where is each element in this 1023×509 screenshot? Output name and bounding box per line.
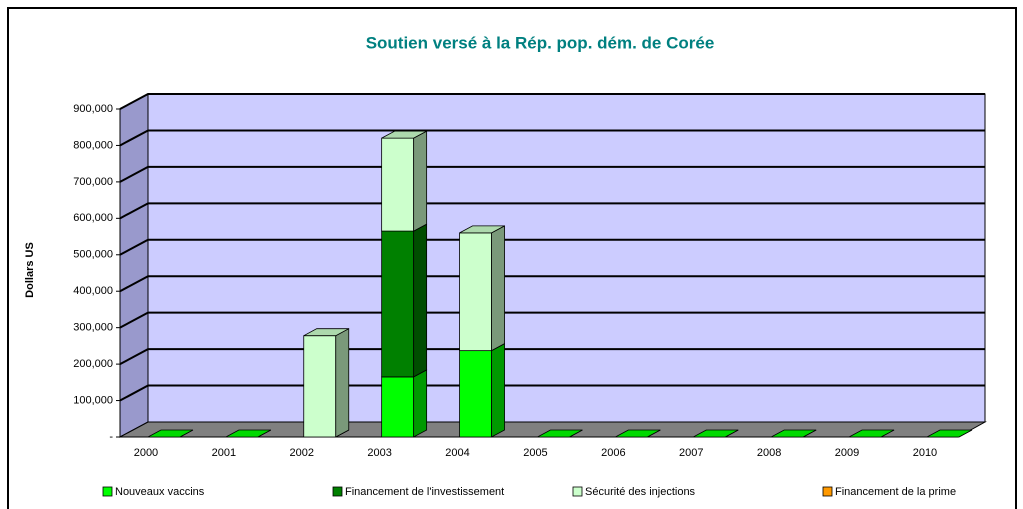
y-tick-label: 300,000: [73, 322, 113, 334]
bar-segment: [147, 429, 194, 438]
legend-swatch: [822, 486, 833, 497]
x-tick-label: 2009: [835, 447, 859, 459]
chart-title: Soutien versé à la Rép. pop. dém. de Cor…: [366, 33, 715, 52]
bar-face: [770, 429, 817, 438]
bar-segment: [926, 429, 973, 438]
bar-segment: [381, 130, 428, 232]
grid-line: [119, 348, 985, 365]
bar-face: [693, 429, 739, 438]
bar-segment: [770, 429, 817, 438]
bar-face: [147, 429, 194, 438]
bar-segment: [225, 429, 272, 438]
x-tick-label: 2000: [134, 447, 158, 459]
grid-line: [119, 275, 985, 293]
grid-line: [119, 165, 985, 183]
bar-face: [848, 429, 895, 438]
legend-label: Nouveaux vaccins: [115, 486, 205, 498]
bar-segment: [381, 369, 428, 438]
bar-face: [459, 232, 492, 352]
grid-line: [119, 311, 985, 329]
x-tick-label: 2004: [445, 447, 469, 459]
bar-face: [926, 429, 973, 438]
bar-face: [381, 130, 427, 139]
legend-swatch: [332, 486, 343, 497]
x-tick-label: 2002: [290, 447, 314, 459]
bar-face: [459, 225, 505, 234]
bar-face: [335, 328, 350, 438]
bar-face: [413, 369, 428, 438]
x-tick-label: 2003: [367, 447, 391, 459]
bar-face: [225, 429, 272, 438]
bar-face: [491, 342, 505, 438]
back-wall: [147, 93, 986, 423]
bar-face: [413, 223, 428, 378]
x-tick-label: 2010: [913, 447, 937, 459]
bar-segment: [615, 429, 661, 438]
legend-label: Financement de la prime: [835, 486, 956, 498]
y-tick-label: -: [109, 431, 113, 443]
bar-face: [381, 376, 415, 438]
bar-segment: [303, 328, 350, 438]
bar-face: [459, 350, 492, 438]
side-wall: [119, 93, 149, 438]
y-tick-label: 400,000: [73, 285, 113, 297]
bar-face: [381, 137, 415, 232]
bar-segment: [459, 342, 505, 438]
legend-swatch: [572, 486, 583, 497]
bar-face: [615, 429, 661, 438]
x-tick-label: 2008: [757, 447, 781, 459]
grid-line: [119, 238, 985, 256]
y-tick-label: 600,000: [73, 212, 113, 224]
bar-segment: [459, 225, 505, 352]
bar-segment: [381, 223, 428, 378]
y-tick-label: 100,000: [73, 394, 113, 406]
grid-line: [119, 384, 985, 402]
x-tick-label: 2005: [523, 447, 547, 459]
grid-line: [119, 202, 985, 220]
legend-label: Sécurité des injections: [585, 486, 696, 498]
bar-segment: [693, 429, 739, 438]
legend-label: Financement de l'investissement: [345, 486, 504, 498]
bar-face: [413, 130, 428, 232]
legend-swatch: [102, 486, 113, 497]
grid-line: [119, 93, 985, 110]
bar-face: [303, 335, 337, 438]
x-tick-label: 2007: [679, 447, 703, 459]
y-axis-label: Dollars US: [24, 242, 36, 298]
bar-face: [303, 328, 349, 337]
x-tick-label: 2006: [601, 447, 625, 459]
bar-face: [381, 230, 415, 378]
y-tick-label: 800,000: [73, 139, 113, 151]
y-tick-label: 900,000: [73, 103, 113, 115]
bar-face: [491, 225, 505, 352]
y-tick-label: 700,000: [73, 176, 113, 188]
bar-segment: [848, 429, 895, 438]
bar-face: [537, 429, 583, 438]
y-tick-label: 500,000: [73, 249, 113, 261]
x-tick-label: 2001: [212, 447, 236, 459]
grid-line: [119, 129, 985, 147]
bar-segment: [537, 429, 583, 438]
y-tick-label: 200,000: [73, 358, 113, 370]
